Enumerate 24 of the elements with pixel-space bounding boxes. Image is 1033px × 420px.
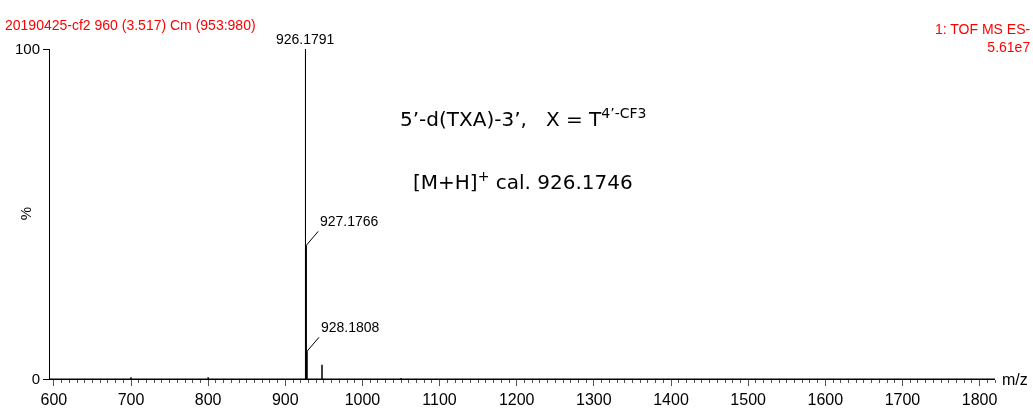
x-tick-label: 1300 xyxy=(576,391,612,409)
x-tick-label: 1200 xyxy=(498,391,535,409)
annotation: 927.1766 xyxy=(320,213,379,229)
x-tick-label: 1500 xyxy=(730,391,767,409)
x-tick-label: 700 xyxy=(117,391,145,409)
annotation: 5’-d(TXA)-3’, X = T$^{4’-CF3}$ xyxy=(400,105,647,132)
x-tick-label: 1000 xyxy=(344,391,381,409)
x-tick-label: 1600 xyxy=(807,391,844,409)
x-tick-label: 800 xyxy=(194,391,222,409)
y-tick-label: 100 xyxy=(14,40,40,58)
x-tick-label: 1400 xyxy=(653,391,689,409)
annotation: 928.1808 xyxy=(321,319,380,335)
x-tick-label: 600 xyxy=(40,391,68,409)
x-tick-label: 1800 xyxy=(961,391,998,409)
y-axis-title: % xyxy=(17,206,35,221)
x-tick-label: 900 xyxy=(271,391,299,409)
x-tick-label: 1700 xyxy=(884,391,921,409)
x-axis-title: m/z xyxy=(1002,371,1028,388)
annotation: 926.1791 xyxy=(276,31,335,47)
annotation: 1: TOF MS ES- 5.61e7 xyxy=(935,21,1031,56)
x-tick-label: 1100 xyxy=(422,391,457,409)
annotation: [M+H]$^{+}$ cal. 926.1746 xyxy=(413,168,633,195)
text: 20190425-cf2 960 (3.517) Cm (953:980) xyxy=(5,17,256,33)
y-tick-label: 0 xyxy=(31,370,40,388)
